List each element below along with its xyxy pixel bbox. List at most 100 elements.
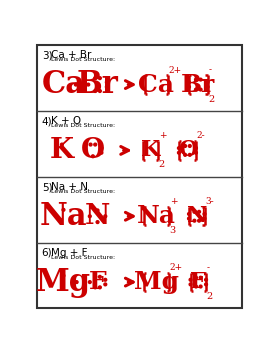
Text: 2: 2 xyxy=(207,292,213,301)
Text: 2: 2 xyxy=(159,160,165,169)
Circle shape xyxy=(189,283,192,286)
Text: 3-: 3- xyxy=(205,197,214,206)
Circle shape xyxy=(178,151,180,154)
Circle shape xyxy=(194,285,197,288)
Text: -: - xyxy=(208,65,211,75)
Text: F: F xyxy=(89,270,106,294)
Circle shape xyxy=(75,281,78,284)
Circle shape xyxy=(203,212,206,215)
Text: Mg: Mg xyxy=(36,267,91,298)
Circle shape xyxy=(199,285,202,288)
Text: Br: Br xyxy=(77,69,119,100)
Circle shape xyxy=(189,278,192,281)
Text: 2-: 2- xyxy=(197,131,205,140)
Text: Lewis Dot Structure:: Lewis Dot Structure: xyxy=(51,123,115,128)
Text: Ca: Ca xyxy=(41,69,85,100)
Circle shape xyxy=(96,209,99,212)
Circle shape xyxy=(188,212,190,215)
Text: N: N xyxy=(187,205,207,227)
Circle shape xyxy=(104,278,107,281)
Circle shape xyxy=(188,217,190,220)
Circle shape xyxy=(87,83,90,86)
Circle shape xyxy=(88,281,91,284)
Circle shape xyxy=(89,143,92,146)
Text: 4): 4) xyxy=(42,116,52,126)
Circle shape xyxy=(198,210,200,213)
Circle shape xyxy=(188,145,191,147)
Circle shape xyxy=(94,77,97,79)
Circle shape xyxy=(98,286,101,289)
Text: 3): 3) xyxy=(42,50,52,61)
Circle shape xyxy=(88,215,91,218)
Circle shape xyxy=(178,147,180,149)
Text: O: O xyxy=(178,139,197,161)
Text: Mg: Mg xyxy=(134,270,179,294)
Circle shape xyxy=(91,155,94,158)
Text: K: K xyxy=(141,139,160,161)
Text: Mg + F: Mg + F xyxy=(51,248,88,258)
Text: 2+: 2+ xyxy=(170,263,183,272)
Circle shape xyxy=(100,151,103,154)
Circle shape xyxy=(94,90,97,92)
Text: Lewis Dot Structure:: Lewis Dot Structure: xyxy=(51,57,115,62)
Circle shape xyxy=(194,276,197,279)
Circle shape xyxy=(98,77,101,79)
Circle shape xyxy=(199,88,202,91)
Circle shape xyxy=(194,147,197,149)
Circle shape xyxy=(60,143,63,146)
Text: N: N xyxy=(85,203,110,230)
Circle shape xyxy=(104,283,107,286)
Text: 3: 3 xyxy=(170,226,176,235)
Text: +: + xyxy=(159,131,166,140)
Circle shape xyxy=(98,275,101,278)
Circle shape xyxy=(98,90,101,92)
Circle shape xyxy=(104,215,107,218)
Text: Br: Br xyxy=(181,72,215,97)
Circle shape xyxy=(75,83,77,86)
Circle shape xyxy=(194,151,197,154)
Text: Na: Na xyxy=(40,201,87,232)
Circle shape xyxy=(205,278,208,281)
Circle shape xyxy=(198,219,200,222)
Circle shape xyxy=(188,85,190,88)
Circle shape xyxy=(206,81,209,84)
Text: O: O xyxy=(81,137,105,164)
Text: Lewis Dot Structure:: Lewis Dot Structure: xyxy=(51,189,115,194)
Circle shape xyxy=(106,81,108,84)
Circle shape xyxy=(96,221,99,224)
Text: 5): 5) xyxy=(42,182,52,192)
Circle shape xyxy=(184,153,187,156)
Circle shape xyxy=(199,276,202,279)
Text: Na: Na xyxy=(137,204,176,228)
Circle shape xyxy=(100,147,103,149)
Circle shape xyxy=(62,274,65,277)
Circle shape xyxy=(184,145,187,147)
Text: 6): 6) xyxy=(42,248,52,258)
Circle shape xyxy=(193,219,196,222)
Circle shape xyxy=(188,153,191,156)
Text: -: - xyxy=(207,263,210,272)
Text: K + O: K + O xyxy=(51,116,81,126)
Circle shape xyxy=(106,85,108,88)
Circle shape xyxy=(94,143,97,146)
Circle shape xyxy=(205,283,208,286)
Circle shape xyxy=(199,78,202,81)
Circle shape xyxy=(206,85,209,88)
Circle shape xyxy=(94,275,97,278)
Circle shape xyxy=(194,78,197,81)
Text: Lewis Dot Structure:: Lewis Dot Structure: xyxy=(51,255,115,260)
Text: K: K xyxy=(50,137,74,164)
Text: Ca: Ca xyxy=(138,72,174,97)
Circle shape xyxy=(194,88,197,91)
Circle shape xyxy=(188,81,190,84)
Circle shape xyxy=(203,217,206,220)
Circle shape xyxy=(193,210,196,213)
Text: 2: 2 xyxy=(208,94,215,104)
Text: 2+: 2+ xyxy=(169,65,182,75)
Text: +: + xyxy=(170,197,177,206)
Circle shape xyxy=(62,209,65,211)
Text: Ca + Br: Ca + Br xyxy=(51,50,91,61)
Text: F: F xyxy=(190,271,206,293)
Text: Na + N: Na + N xyxy=(51,182,88,192)
Circle shape xyxy=(94,286,97,289)
